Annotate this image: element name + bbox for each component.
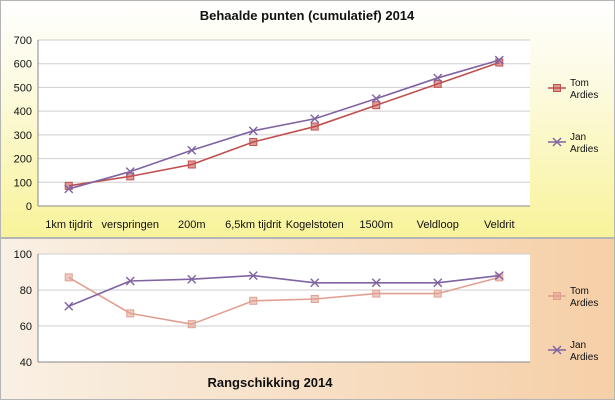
data-point-square	[249, 296, 258, 305]
category-label: Veldrit	[484, 219, 515, 231]
data-point-square	[249, 137, 258, 146]
legend-label: Jan Ardies	[570, 132, 598, 155]
legend-marker-x	[552, 345, 562, 355]
data-point-square	[433, 289, 442, 298]
category-label: 200m	[178, 219, 206, 231]
legend-label: Tom Ardies	[570, 78, 598, 101]
data-point-square	[372, 289, 381, 298]
data-point-x	[433, 278, 443, 288]
series-line-1	[68, 276, 500, 326]
data-point-square	[187, 160, 196, 169]
bottom-plot-area	[38, 254, 530, 362]
series-line-2	[68, 274, 500, 307]
data-point-square	[126, 172, 135, 181]
top-y-tick-label: 600	[14, 59, 32, 71]
data-point-x	[371, 278, 381, 288]
top-y-tick-label: 400	[14, 106, 32, 118]
data-point-x	[494, 271, 504, 281]
top-y-tick-label: 0	[26, 201, 32, 213]
bottom-chart-title: Rangschikking 2014	[208, 375, 334, 390]
category-label: verspringen	[102, 219, 159, 231]
legend-marker-square	[553, 292, 561, 300]
series-line-1	[68, 61, 500, 187]
data-point-square	[495, 58, 504, 67]
legend-marker-x	[552, 137, 562, 147]
top-chart-title: Behaalde punten (cumulatief) 2014	[200, 8, 415, 23]
data-point-square	[433, 79, 442, 88]
series-line-2	[68, 59, 500, 190]
category-label: Kogelstoten	[286, 219, 344, 231]
category-label: 1500m	[359, 219, 393, 231]
category-label: 1km tijdrit	[45, 219, 92, 231]
data-point-x	[433, 73, 443, 83]
bot-y-tick-label: 60	[20, 321, 32, 333]
legend-label: Jan Ardies	[570, 340, 598, 363]
top-y-tick-label: 500	[14, 82, 32, 94]
bot-y-tick-label: 40	[20, 357, 32, 369]
data-point-x	[310, 114, 320, 124]
data-point-square	[310, 122, 319, 131]
data-point-x	[494, 55, 504, 65]
data-point-x	[125, 167, 135, 177]
legend-label: Tom Ardies	[570, 286, 598, 309]
data-point-x	[125, 276, 135, 286]
top-y-tick-label: 700	[14, 35, 32, 47]
top-y-tick-label: 300	[14, 130, 32, 142]
data-point-x	[248, 271, 258, 281]
data-point-square	[64, 273, 73, 282]
data-point-x	[310, 278, 320, 288]
legend-marker-square	[553, 84, 561, 92]
data-point-square	[126, 309, 135, 318]
data-point-x	[64, 184, 74, 194]
category-label: 6,5km tijdrit	[225, 219, 281, 231]
top-y-tick-label: 200	[14, 154, 32, 166]
data-point-square	[187, 320, 196, 329]
data-point-x	[187, 145, 197, 155]
bot-y-tick-label: 100	[14, 249, 32, 261]
data-point-square	[310, 295, 319, 303]
category-label: Veldloop	[417, 219, 459, 231]
data-point-x	[187, 274, 197, 284]
data-point-square	[372, 101, 381, 110]
data-point-square	[495, 273, 504, 282]
data-point-x	[248, 126, 258, 136]
data-point-x	[371, 94, 381, 104]
data-point-x	[64, 301, 74, 311]
bot-y-tick-label: 80	[20, 285, 32, 297]
top-y-tick-label: 100	[14, 177, 32, 189]
top-plot-area	[38, 40, 530, 206]
